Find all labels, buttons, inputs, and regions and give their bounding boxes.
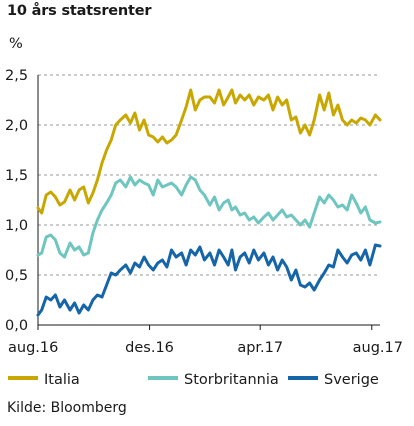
x-tick-label: aug.17 <box>353 340 403 356</box>
y-tick-label: 1,5 <box>5 168 28 184</box>
source-note: Kilde: Bloomberg <box>7 400 127 416</box>
y-axis-unit-label: % <box>9 36 23 52</box>
x-tick-label: des.16 <box>125 340 174 356</box>
x-axis-ticks: aug.16 des.16 apr.17 aug.17 <box>8 325 403 356</box>
legend-label-sverige: Sverige <box>324 372 379 388</box>
chart-title: 10 års statsrenter <box>7 3 152 19</box>
legend: Italia Storbritannia Sverige <box>8 372 379 388</box>
legend-label-storbritannia: Storbritannia <box>184 372 279 388</box>
y-tick-label: 1,0 <box>5 218 28 234</box>
series-line-italia <box>36 88 382 215</box>
y-tick-label: 2,5 <box>5 68 28 84</box>
x-tick-label: aug.16 <box>8 340 58 356</box>
y-axis-ticks: 0,0 0,5 1,0 1,5 2,0 2,5 <box>5 68 28 334</box>
y-tick-label: 2,0 <box>5 118 28 134</box>
series-lines <box>36 88 382 317</box>
x-tick-label: apr.17 <box>237 340 283 356</box>
series-line-storbritannia <box>36 175 382 259</box>
legend-label-italia: Italia <box>44 372 80 388</box>
y-tick-label: 0,0 <box>5 318 28 334</box>
y-tick-label: 0,5 <box>5 268 28 284</box>
series-line-sverige <box>36 243 382 317</box>
